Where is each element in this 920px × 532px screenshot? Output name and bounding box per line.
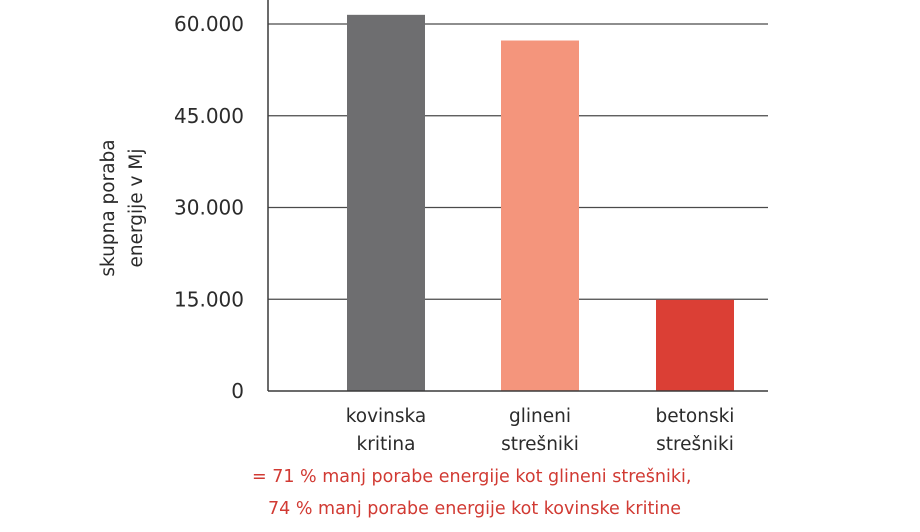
x-tick-label: betonski	[656, 406, 735, 427]
x-tick-label: strešniki	[501, 434, 579, 455]
bar	[656, 299, 734, 391]
y-tick-label: 30.000	[174, 196, 244, 220]
footnote-line-1: = 71 % manj porabe energije kot glineni …	[252, 467, 692, 487]
y-tick-label: 60.000	[174, 12, 244, 36]
y-axis-title-line: energije v Mj	[126, 149, 147, 268]
x-tick-label: kritina	[357, 434, 416, 455]
y-tick-label: 0	[231, 379, 244, 403]
y-tick-label: 15.000	[174, 287, 244, 311]
bar	[347, 14, 425, 391]
x-tick-label: kovinska	[346, 406, 427, 427]
y-axis-title-line: skupna poraba	[98, 139, 119, 276]
bar	[501, 40, 579, 391]
x-tick-label: strešniki	[656, 434, 734, 455]
footnote-line-2: 74 % manj porabe energije kot kovinske k…	[268, 499, 682, 519]
y-axis-title: skupna poraba energije v Mj	[98, 139, 147, 276]
y-tick-label: 45.000	[174, 104, 244, 128]
x-tick-label: glineni	[509, 406, 571, 427]
